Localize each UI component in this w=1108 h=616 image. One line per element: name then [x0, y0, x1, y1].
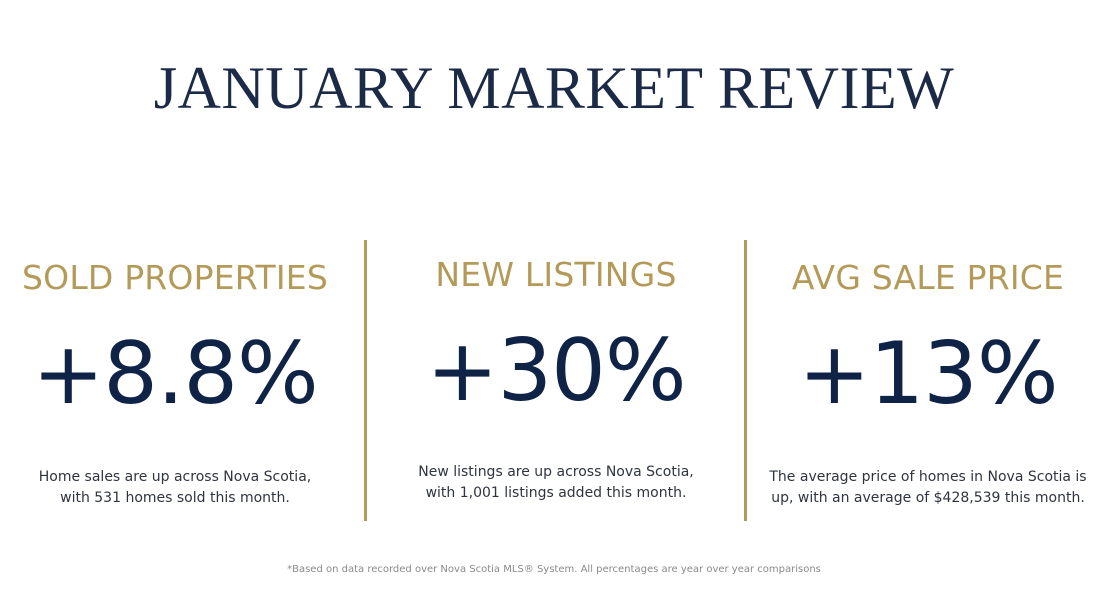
stat-avg-sale-price: AVG SALE PRICE +13% The average price of… [748, 252, 1108, 509]
stat-value: +8.8% [32, 324, 319, 424]
stat-value: +13% [798, 324, 1058, 424]
column-divider [364, 240, 367, 521]
stat-heading: NEW LISTINGS [435, 255, 677, 294]
stat-heading: AVG SALE PRICE [791, 258, 1065, 297]
stat-description-line: New listings are up across Nova Scotia, [418, 464, 694, 480]
stat-description-line: Home sales are up across Nova Scotia, [38, 469, 312, 485]
stat-heading: SOLD PROPERTIES [22, 258, 328, 297]
stat-new-listings: NEW LISTINGS +30% New listings are up ac… [368, 252, 744, 504]
column-divider [744, 240, 747, 521]
stat-description: Home sales are up across Nova Scotia, wi… [0, 467, 350, 509]
stat-sold-properties: SOLD PROPERTIES +8.8% Home sales are up … [0, 252, 350, 509]
stat-description: The average price of homes in Nova Scoti… [748, 467, 1108, 509]
stat-value: +30% [426, 321, 686, 421]
footnote: *Based on data recorded over Nova Scotia… [287, 564, 821, 575]
page-title: JANUARY MARKET REVIEW [153, 55, 955, 121]
stat-description: New listings are up across Nova Scotia, … [368, 462, 744, 504]
stat-description-line: The average price of homes in Nova Scoti… [769, 469, 1087, 485]
stat-description-line: with 531 homes sold this month. [60, 490, 290, 506]
stat-description-line: with 1,001 listings added this month. [425, 485, 687, 501]
stat-description-line: up, with an average of $428,539 this mon… [771, 490, 1085, 506]
